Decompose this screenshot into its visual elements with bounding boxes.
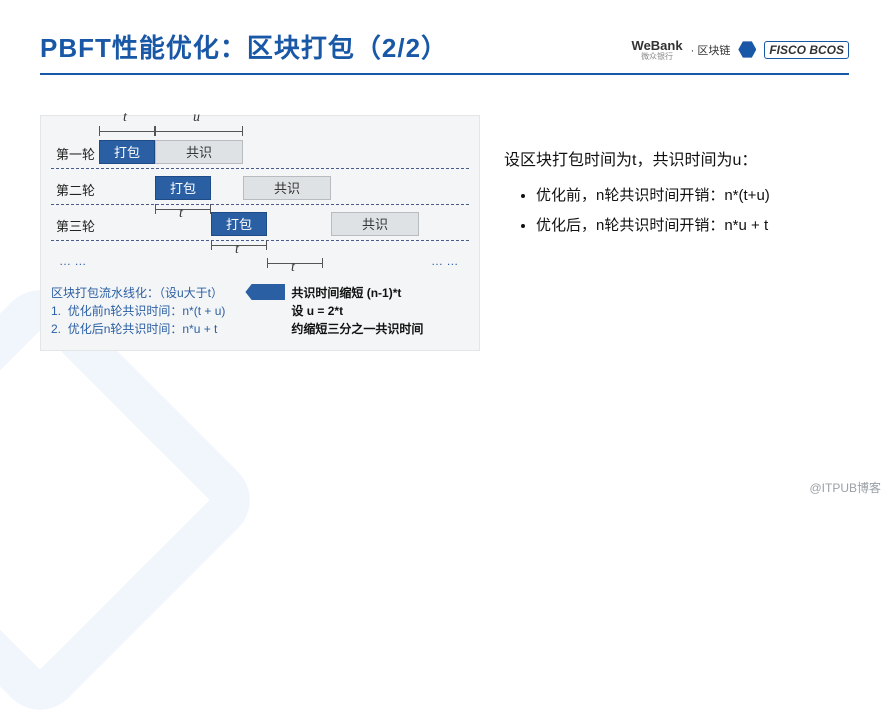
bullet-list: 优化前，n轮共识时间开销：n*(t+u) 优化后，n轮共识时间开销：n*u + … — [504, 181, 849, 241]
note-blue-header: 区块打包流水线化：（设u大于t） — [51, 284, 225, 302]
label-t-top: t — [123, 110, 127, 126]
brand-webank: WeBank 微众银行 — [632, 38, 683, 61]
label-t-row2: t — [179, 206, 183, 222]
dash-1 — [51, 168, 469, 169]
ellipsis-right: … … — [431, 254, 458, 268]
span-t-row2 — [155, 204, 211, 214]
note-blue-line1: 1. 优化前n轮共识时间：n*(t + u) — [51, 302, 225, 320]
span-t-row3 — [211, 240, 267, 250]
row-label-2: 第二轮 — [51, 180, 95, 199]
brand-chain-text: · 区块链 — [691, 42, 731, 58]
text-panel: 设区块打包时间为t，共识时间为u： 优化前，n轮共识时间开销：n*(t+u) 优… — [504, 115, 849, 351]
row3-pack: 打包 — [211, 212, 267, 236]
label-u-top: u — [193, 110, 200, 126]
span-t-bottom — [267, 258, 323, 268]
slide-header: PBFT性能优化：区块打包（2/2） WeBank 微众银行 · 区块链 FIS… — [40, 28, 849, 75]
lead-text: 设区块打包时间为t，共识时间为u： — [504, 145, 849, 177]
row1-cons: 共识 — [155, 140, 243, 164]
span-u-top — [155, 126, 243, 136]
brand-row: WeBank 微众银行 · 区块链 FISCO BCOS — [632, 38, 849, 65]
dash-2 — [51, 204, 469, 205]
bullet-2: 优化后，n轮共识时间开销：n*u + t — [536, 211, 849, 241]
label-t-row3: t — [235, 242, 239, 258]
row3-cons: 共识 — [331, 212, 419, 236]
row-label-1: 第一轮 — [51, 144, 95, 163]
row-label-3: 第三轮 — [51, 216, 95, 235]
row1-pack: 打包 — [99, 140, 155, 164]
brand-fisco: FISCO BCOS — [764, 41, 849, 59]
hex-icon — [738, 41, 756, 59]
watermark: @ITPUB博客 — [809, 479, 881, 496]
span-t-top — [99, 126, 155, 136]
note-black-line2: 设 u = 2*t — [291, 302, 423, 320]
note-blue-line2: 2. 优化后n轮共识时间：n*u + t — [51, 320, 225, 338]
pipeline-diagram: t u 第一轮 打包 共识 第二轮 打包 共识 t 第三轮 打包 共识 — [99, 128, 469, 278]
note-black-line1: 共识时间缩短 (n-1)*t — [291, 284, 423, 302]
row2-cons: 共识 — [243, 176, 331, 200]
label-t-bottom: t — [291, 260, 295, 276]
notes-row: 区块打包流水线化：（设u大于t） 1. 优化前n轮共识时间：n*(t + u) … — [51, 284, 469, 338]
note-black-block: 共识时间缩短 (n-1)*t 设 u = 2*t 约缩短三分之一共识时间 — [245, 284, 423, 338]
note-black-line3: 约缩短三分之一共识时间 — [291, 320, 423, 338]
arrow-left-icon — [245, 284, 285, 300]
ellipsis-left: … … — [59, 254, 86, 268]
slide-title: PBFT性能优化：区块打包（2/2） — [40, 28, 448, 65]
note-blue: 区块打包流水线化：（设u大于t） 1. 优化前n轮共识时间：n*(t + u) … — [51, 284, 225, 338]
bullet-1: 优化前，n轮共识时间开销：n*(t+u) — [536, 181, 849, 211]
diagram-panel: t u 第一轮 打包 共识 第二轮 打包 共识 t 第三轮 打包 共识 — [40, 115, 480, 351]
row2-pack: 打包 — [155, 176, 211, 200]
